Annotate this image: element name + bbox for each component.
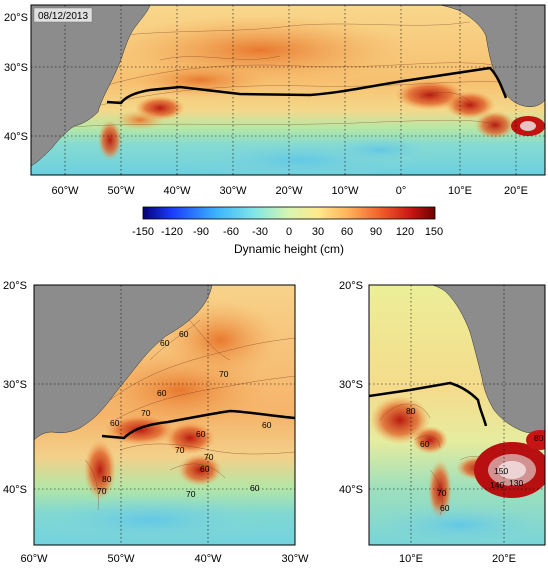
date-stamp-box [33,7,93,23]
top-lon-label: 60°W [51,185,79,197]
br-lon-label: 20°E [492,553,516,564]
contour-label: 70 [186,489,196,499]
contour-label: 80 [534,433,544,443]
contour-label: 70 [97,486,107,496]
colorbar-tick: 90 [370,226,382,238]
bl-lon-label: 50°W [107,553,135,564]
contour-label: 70 [437,488,447,498]
top-lat-label: 30°S [4,62,28,74]
br-lon-label: 10°E [399,553,423,564]
top-lon-label: 30°W [219,185,247,197]
top-transect-route [106,66,508,105]
br-map-frame [368,284,546,546]
contour-label: 60 [160,338,170,348]
contour-label: 60 [262,420,272,430]
bl-lat-label: 30°S [3,379,27,391]
bl-lon-label: 60°W [20,553,48,564]
contour-label: 60 [196,429,206,439]
br-contour-labels: 80 60 70 60 150 140 130 80 [406,406,544,513]
top-lon-label: 10°W [331,185,359,197]
contour-label: 80 [406,406,416,416]
bl-lat-label: 20°S [3,280,27,292]
contour-label: 70 [141,408,151,418]
bl-lon-label: 30°W [281,553,309,564]
br-lat-label: 40°S [339,484,363,496]
bl-lon-labels: 60°W 50°W 40°W 30°W [20,553,309,565]
colorbar-ticks: -150 -120 -90 -60 -30 0 30 60 90 120 150 [132,226,443,238]
top-lon-labels: 60°W 50°W 40°W 30°W 20°W 10°W 0° 10°E 20… [51,185,528,197]
top-lon-label: 40°W [163,185,191,197]
colorbar-gradient [142,206,436,220]
top-map: 08/12/2013 20°S 30°S 40°S 60°W 50°W 40°W… [4,4,546,197]
top-lon-label: 20°W [275,185,303,197]
br-gridlines [369,285,545,545]
bottom-right-map: 80 60 70 60 150 140 130 80 20°S 30°S 40°… [339,280,546,565]
bl-lat-labels: 20°S 30°S 40°S [3,280,27,496]
colorbar-tick: 120 [396,226,414,238]
contour-label: 70 [175,445,185,455]
colorbar-tick: 150 [425,226,443,238]
top-lon-label: 10°E [448,185,472,197]
contour-label: 60 [110,418,120,428]
br-lat-labels: 20°S 30°S 40°S [339,280,363,496]
top-lat-label: 20°S [4,12,28,24]
br-transect-route [369,381,488,427]
colorbar-tick: 0 [286,226,292,238]
bl-lon-label: 40°W [194,553,222,564]
top-lat-labels: 20°S 30°S 40°S [4,12,28,143]
colorbar-tick: -150 [132,226,154,238]
top-lat-label: 40°S [4,131,28,143]
bl-gridlines [34,285,295,545]
colorbar-tick: -120 [161,226,183,238]
br-lat-label: 20°S [339,280,363,292]
bl-land-south-america [34,285,213,441]
br-agulhas-hotspot [474,430,545,498]
contour-label: 60 [157,388,167,398]
bl-contour-labels: 60 60 60 70 70 60 60 70 70 60 60 70 80 7… [97,329,272,499]
top-gridlines [31,5,545,175]
date-stamp: 08/12/2013 [38,11,88,22]
contour-label: 80 [102,474,112,484]
colorbar-tick: 30 [312,226,324,238]
top-lon-label: 0° [396,185,407,197]
contour-label: 70 [219,369,229,379]
bl-lat-label: 40°S [3,484,27,496]
bl-transect-route [101,409,295,440]
contour-label: 140 [490,480,504,490]
br-land-africa [431,285,545,434]
bottom-left-map: 60 60 60 70 70 60 60 70 70 60 60 70 80 7… [3,280,309,565]
top-anomalies [98,15,515,175]
top-lon-label: 50°W [107,185,135,197]
contour-label: 60 [200,464,210,474]
top-map-frame [30,4,546,176]
bl-anomalies [34,300,280,545]
contour-label: 150 [494,466,508,476]
top-land-south-america [31,5,151,167]
colorbar-tick: -60 [223,226,239,238]
colorbar-tick: -90 [193,226,209,238]
contour-label: 60 [440,503,450,513]
colorbar: -150 -120 -90 -60 -30 0 30 60 90 120 150… [132,206,443,256]
br-lat-label: 30°S [339,379,363,391]
colorbar-title: Dynamic height (cm) [234,242,344,256]
top-contours [59,21,501,129]
colorbar-tick: 60 [341,226,353,238]
contour-label: 70 [204,452,214,462]
contour-label: 60 [179,329,189,339]
top-lon-label: 20°E [504,185,528,197]
br-lon-labels: 10°E 20°E [399,553,516,565]
colorbar-tick: -30 [252,226,268,238]
contour-label: 130 [509,478,523,488]
bl-map-frame [33,284,296,546]
contour-label: 60 [420,439,430,449]
top-land-africa [439,5,545,107]
contour-label: 60 [250,483,260,493]
